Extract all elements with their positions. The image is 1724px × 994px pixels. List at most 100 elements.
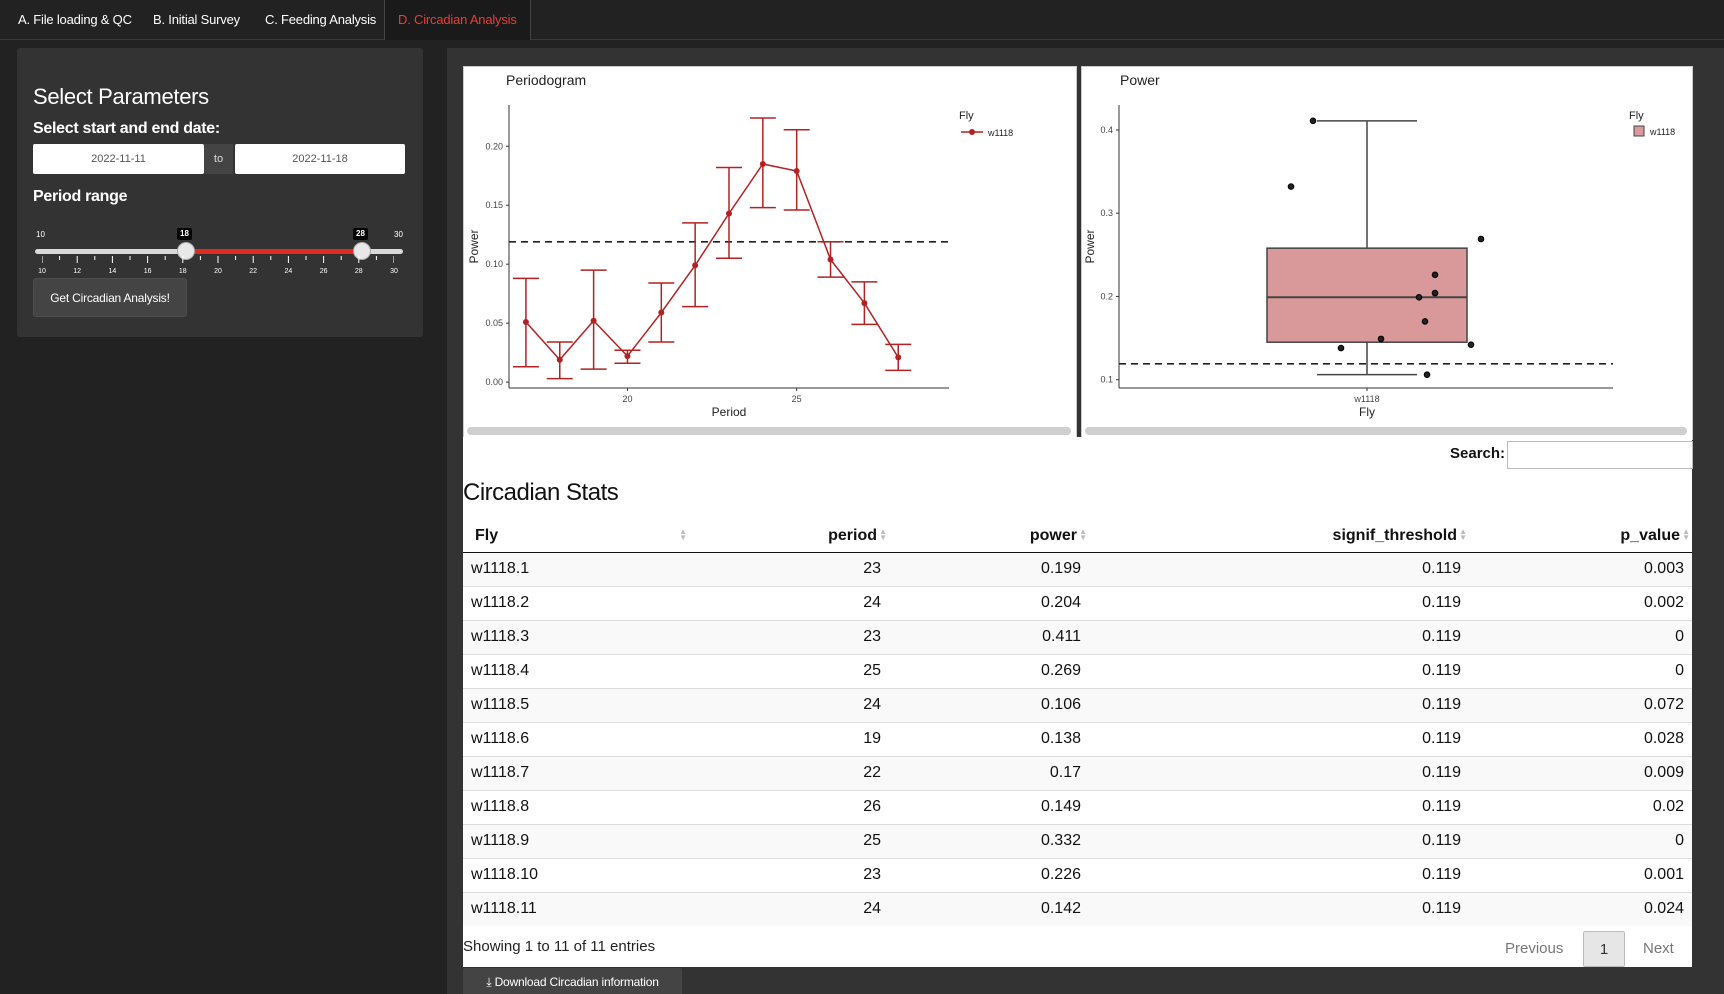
table-cell-signif-threshold: 0.119 — [1089, 891, 1469, 926]
slider-low-handle[interactable] — [177, 242, 195, 260]
legend-key — [1633, 125, 1645, 137]
table-row[interactable]: w1118.2 24 0.204 0.119 0.002 — [463, 585, 1692, 620]
table-row[interactable]: w1118.8 26 0.149 0.119 0.02 — [463, 789, 1692, 824]
y-axis-label: Power — [467, 229, 481, 263]
table-row[interactable]: w1118.11 24 0.142 0.119 0.024 — [463, 891, 1692, 926]
y-tick-label: 0.00 — [485, 377, 503, 387]
column-header-label: period — [828, 526, 877, 544]
x-tick-label: w1118 — [1353, 394, 1379, 404]
data-point — [1421, 318, 1429, 325]
legend-title: Fly — [1629, 110, 1644, 122]
table-cell-p-value: 0.024 — [1469, 891, 1692, 926]
data-point — [759, 160, 766, 167]
x-tick-label: 20 — [622, 394, 632, 404]
table-row[interactable]: w1118.3 23 0.411 0.119 0 — [463, 619, 1692, 654]
table-cell-Fly: w1118.2 — [463, 585, 689, 620]
power-scrollbar[interactable] — [1085, 427, 1687, 435]
y-tick-label: 0.3 — [1100, 208, 1113, 218]
table-cell-period: 22 — [689, 755, 889, 790]
table-cell-p-value: 0 — [1469, 619, 1692, 654]
table-row[interactable]: w1118.6 19 0.138 0.119 0.028 — [463, 721, 1692, 756]
table-cell-power: 0.199 — [889, 551, 1089, 586]
column-header-power[interactable]: power ▲ ▼ — [889, 520, 1089, 553]
slider-high-handle[interactable] — [353, 242, 371, 260]
tab-bar: A. File loading & QC B. Initial Survey C… — [0, 0, 1724, 40]
periodogram-scrollbar[interactable] — [467, 427, 1071, 435]
table-cell-Fly: w1118.7 — [463, 755, 689, 790]
table-cell-power: 0.411 — [889, 619, 1089, 654]
table-cell-period: 24 — [689, 585, 889, 620]
data-point — [624, 353, 631, 360]
table-cell-Fly: w1118.8 — [463, 789, 689, 824]
column-header-label: signif_threshold — [1332, 526, 1457, 544]
column-header-label: power — [1029, 526, 1077, 544]
slider-tick-label: 10 — [38, 268, 46, 275]
data-point — [827, 256, 834, 263]
end-date-input[interactable]: 2022-11-18 — [235, 144, 405, 174]
table-info: Showing 1 to 11 of 11 entries — [463, 938, 656, 955]
table-row[interactable]: w1118.1 23 0.199 0.119 0.003 — [463, 551, 1692, 586]
sort-icon: ▲ ▼ — [1079, 527, 1087, 542]
table-cell-Fly: w1118.9 — [463, 823, 689, 858]
data-point — [590, 317, 597, 324]
data-point — [1337, 344, 1345, 352]
table-cell-signif-threshold: 0.119 — [1089, 619, 1469, 654]
tab-initial-survey[interactable]: B. Initial Survey — [153, 12, 240, 27]
data-point — [1431, 289, 1439, 297]
panel-title: Select Parameters — [33, 84, 209, 109]
column-header-signif-threshold[interactable]: signif_threshold ▲ ▼ — [1089, 520, 1469, 553]
download-icon: ⤓ — [486, 975, 492, 989]
table-cell-period: 19 — [689, 721, 889, 756]
search-input[interactable] — [1507, 441, 1693, 469]
table-cell-Fly: w1118.3 — [463, 619, 689, 654]
table-cell-signif-threshold: 0.119 — [1089, 551, 1469, 586]
table-row[interactable]: w1118.9 25 0.332 0.119 0 — [463, 823, 1692, 858]
get-circadian-analysis-button[interactable]: Get Circadian Analysis! — [33, 278, 187, 317]
data-point — [1377, 335, 1385, 343]
slider-tick-label: 16 — [143, 268, 152, 275]
next-page-button[interactable]: Next — [1643, 940, 1674, 957]
column-header-period[interactable]: period ▲ ▼ — [689, 520, 889, 553]
slider-low-value: 18 — [177, 228, 192, 240]
table-cell-power: 0.332 — [889, 823, 1089, 858]
table-cell-p-value: 0.009 — [1469, 755, 1692, 790]
table-cell-power: 0.204 — [889, 585, 1089, 620]
table-cell-p-value: 0.02 — [1469, 789, 1692, 824]
y-tick-label: 0.20 — [485, 141, 503, 151]
y-axis-label: Power — [1083, 229, 1097, 263]
data-point — [1467, 341, 1475, 349]
legend-label: w1118 — [1649, 127, 1675, 137]
y-tick-label: 0.05 — [485, 318, 503, 328]
period-range-slider[interactable]: 10 30 18 28 10 12 14 16 18 20 22 24 26 28 30 — [33, 208, 403, 278]
tab-circadian-analysis[interactable]: D. Circadian Analysis — [384, 0, 531, 40]
y-tick-label: 0.15 — [485, 200, 503, 210]
table-row[interactable]: w1118.7 22 0.17 0.119 0.009 — [463, 755, 1692, 790]
column-header-fly[interactable]: Fly ▲ ▼ — [463, 520, 689, 553]
parameters-panel: Select Parameters Select start and end d… — [17, 48, 423, 337]
slider-min-label: 10 — [36, 230, 45, 239]
tab-feeding-analysis[interactable]: C. Feeding Analysis — [265, 12, 377, 27]
table-cell-p-value: 0.028 — [1469, 721, 1692, 756]
table-cell-period: 23 — [689, 857, 889, 892]
download-circadian-button[interactable]: ⤓ Download Circadian information — [463, 968, 682, 994]
column-header-p-value[interactable]: p_value ▲ ▼ — [1469, 520, 1692, 553]
previous-page-button[interactable]: Previous — [1505, 940, 1564, 957]
table-cell-signif-threshold: 0.119 — [1089, 755, 1469, 790]
start-date-input[interactable]: 2022-11-11 — [33, 144, 204, 174]
table-row[interactable]: w1118.10 23 0.226 0.119 0.001 — [463, 857, 1692, 892]
table-cell-period: 25 — [689, 653, 889, 688]
y-tick-label: 0.1 — [1100, 375, 1113, 385]
slider-tick-label: 28 — [354, 268, 363, 275]
table-row[interactable]: w1118.4 25 0.269 0.119 0 — [463, 653, 1692, 688]
slider-tick-label: 24 — [284, 268, 293, 275]
series-line — [525, 163, 899, 361]
tab-file-loading[interactable]: A. File loading & QC — [18, 12, 132, 27]
slider-tick-label: 30 — [390, 268, 398, 275]
table-row[interactable]: w1118.5 24 0.106 0.119 0.072 — [463, 687, 1692, 722]
table-header-row: Fly ▲ ▼ period ▲ ▼ power ▲ ▼ signif_threshold ▲… — [463, 520, 1692, 553]
table-cell-p-value: 0 — [1469, 653, 1692, 688]
data-point — [556, 356, 563, 363]
date-range-label: Select start and end date: — [33, 120, 220, 137]
page-1-button[interactable]: 1 — [1583, 931, 1625, 967]
legend-title: Fly — [959, 110, 974, 122]
